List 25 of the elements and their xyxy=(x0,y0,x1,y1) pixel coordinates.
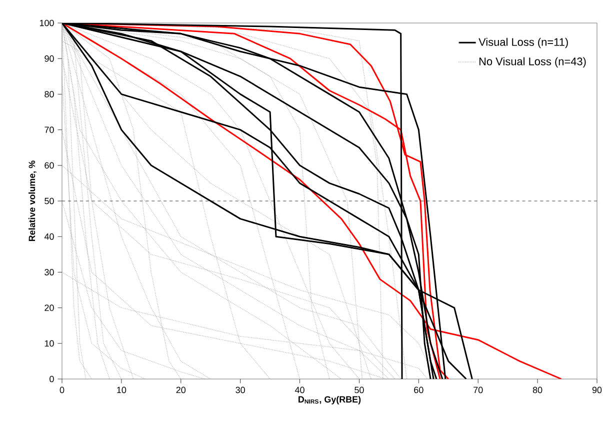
y-tick-label: 50 xyxy=(44,198,54,204)
y-tick-label: 10 xyxy=(44,340,54,347)
y-tick-label: 100 xyxy=(40,20,54,26)
x-tick-label: 30 xyxy=(236,386,245,394)
y-tick-label: 90 xyxy=(44,55,54,62)
x-tick-label: 70 xyxy=(474,386,483,394)
y-tick-label: 80 xyxy=(44,91,54,98)
legend-label: No Visual Loss (n=43) xyxy=(479,57,586,68)
y-tick-label: 70 xyxy=(44,126,54,133)
x-tick-label: 20 xyxy=(176,386,186,394)
x-tick-label: 50 xyxy=(354,386,364,394)
y-tick-label: 40 xyxy=(44,233,54,240)
y-tick-label: 30 xyxy=(44,269,54,276)
y-tick-label: 0 xyxy=(50,376,54,382)
legend-label: Visual Loss (n=11) xyxy=(478,38,568,48)
x-tick-label: 60 xyxy=(414,386,424,394)
y-axis-title: Relative volume, % xyxy=(28,160,36,242)
x-axis-title: D$_{NIRS}$, Gy(RBE) xyxy=(298,396,361,404)
x-tick-label: 40 xyxy=(294,386,304,394)
x-tick-label: 90 xyxy=(592,386,602,394)
y-tick-label: 60 xyxy=(44,162,54,169)
y-tick-label: 20 xyxy=(44,304,54,311)
x-tick-label: 10 xyxy=(117,386,126,394)
x-tick-label: 80 xyxy=(532,386,542,394)
x-tick-label: 0 xyxy=(60,386,64,394)
